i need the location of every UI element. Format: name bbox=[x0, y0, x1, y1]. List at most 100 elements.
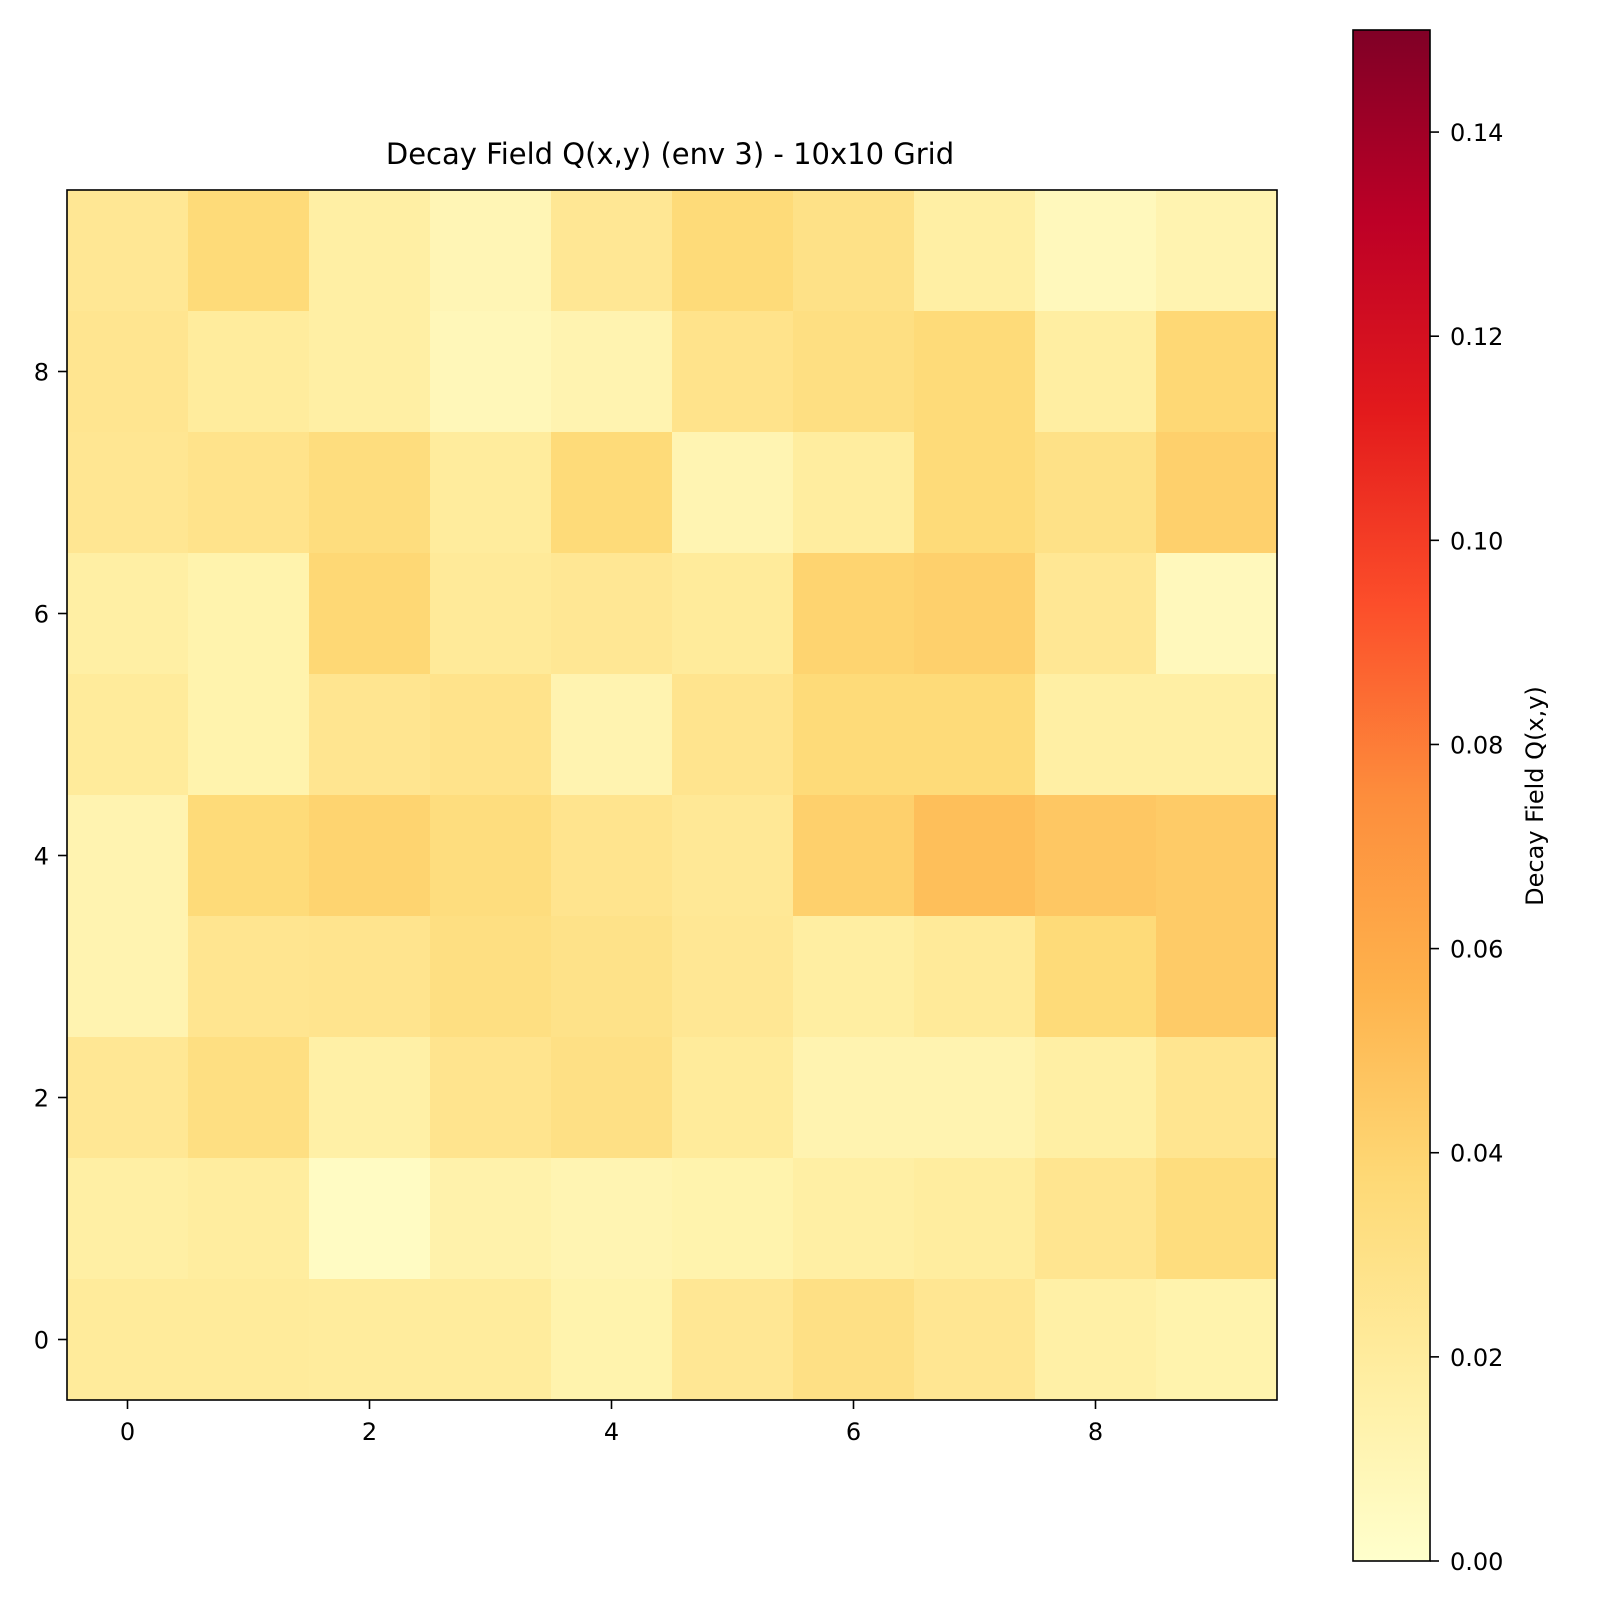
y-tick-label: 6 bbox=[34, 601, 49, 629]
heatmap-cell bbox=[67, 311, 189, 433]
heatmap-cell bbox=[1156, 795, 1278, 917]
heatmap-cell bbox=[1035, 432, 1157, 554]
heatmap-cell bbox=[793, 1037, 915, 1159]
x-tick-label: 4 bbox=[604, 1418, 619, 1446]
heatmap-cell bbox=[914, 432, 1036, 554]
heatmap-cell bbox=[430, 553, 552, 675]
heatmap-cell bbox=[672, 190, 794, 312]
heatmap-cell bbox=[793, 1158, 915, 1280]
heatmap-cell bbox=[1035, 1037, 1157, 1159]
heatmap-cell bbox=[1156, 1279, 1278, 1401]
colorbar-tick-label: 0.10 bbox=[1450, 527, 1503, 555]
heatmap-cell bbox=[914, 916, 1036, 1038]
colorbar-tick-label: 0.00 bbox=[1450, 1548, 1503, 1576]
heatmap-cell bbox=[1035, 795, 1157, 917]
heatmap-cell bbox=[67, 916, 189, 1038]
heatmap-cell bbox=[793, 916, 915, 1038]
heatmap-cell bbox=[793, 795, 915, 917]
heatmap-cell bbox=[1035, 1158, 1157, 1280]
heatmap-cell bbox=[914, 1037, 1036, 1159]
heatmap-cell bbox=[551, 674, 673, 796]
heatmap-cell bbox=[1156, 432, 1278, 554]
heatmap-cell bbox=[188, 1158, 310, 1280]
heatmap-cell bbox=[1156, 1158, 1278, 1280]
heatmap-cell bbox=[67, 795, 189, 917]
colorbar-tick-label: 0.04 bbox=[1450, 1140, 1503, 1168]
heatmap-cell bbox=[551, 916, 673, 1038]
heatmap-cell bbox=[1035, 674, 1157, 796]
y-tick-label: 0 bbox=[34, 1327, 49, 1355]
heatmap-cell bbox=[309, 1158, 431, 1280]
heatmap-cell bbox=[67, 553, 189, 675]
heatmap-cell bbox=[1156, 553, 1278, 675]
heatmap-cell bbox=[1156, 190, 1278, 312]
heatmap-cell bbox=[672, 1158, 794, 1280]
heatmap-cell bbox=[309, 916, 431, 1038]
heatmap-cell bbox=[551, 1037, 673, 1159]
heatmap-cell bbox=[672, 795, 794, 917]
heatmap-cell bbox=[309, 190, 431, 312]
heatmap-cell bbox=[188, 311, 310, 433]
heatmap-cell bbox=[67, 190, 189, 312]
heatmap-cell bbox=[309, 1279, 431, 1401]
heatmap-cell bbox=[551, 190, 673, 312]
x-tick-label: 2 bbox=[362, 1418, 377, 1446]
heatmap-cell bbox=[188, 1037, 310, 1159]
y-axis: 0 2 4 6 8 bbox=[34, 359, 67, 1355]
heatmap-cell bbox=[914, 1279, 1036, 1401]
heatmap-cell bbox=[309, 432, 431, 554]
heatmap-cell bbox=[551, 311, 673, 433]
colorbar-tick-label: 0.02 bbox=[1450, 1344, 1503, 1372]
heatmap-cell bbox=[430, 795, 552, 917]
heatmap-cell bbox=[672, 674, 794, 796]
chart-title: Decay Field Q(x,y) (env 3) - 10x10 Grid bbox=[386, 137, 954, 171]
x-axis: 0 2 4 6 8 bbox=[120, 1400, 1103, 1446]
plot-frame bbox=[66, 189, 1278, 1401]
heatmap-cell bbox=[914, 311, 1036, 433]
heatmap-cell bbox=[430, 190, 552, 312]
colorbar bbox=[1352, 29, 1431, 1562]
heatmap-cell bbox=[188, 674, 310, 796]
colorbar-ticks: 0.00 0.02 0.04 0.06 0.08 0.10 0.12 0.14 bbox=[1430, 119, 1503, 1576]
heatmap-cell bbox=[430, 1037, 552, 1159]
heatmap-cell bbox=[430, 1279, 552, 1401]
heatmap-cell bbox=[672, 553, 794, 675]
heatmap-cell bbox=[188, 795, 310, 917]
heatmap-cell bbox=[188, 432, 310, 554]
heatmap-cell bbox=[551, 1279, 673, 1401]
heatmap-cell bbox=[430, 311, 552, 433]
colorbar-label: Decay Field Q(x,y) bbox=[1521, 686, 1549, 906]
heatmap-cell bbox=[309, 553, 431, 675]
heatmap-cell bbox=[914, 553, 1036, 675]
y-tick-label: 2 bbox=[34, 1085, 49, 1113]
colorbar-tick-label: 0.06 bbox=[1450, 936, 1503, 964]
heatmap-cell bbox=[1035, 916, 1157, 1038]
heatmap-cell bbox=[1035, 190, 1157, 312]
heatmap-cell bbox=[914, 190, 1036, 312]
heatmap-cell bbox=[188, 916, 310, 1038]
heatmap-cell bbox=[67, 674, 189, 796]
heatmap-cell bbox=[430, 674, 552, 796]
heatmap-cell bbox=[793, 190, 915, 312]
heatmap-cell bbox=[67, 1158, 189, 1280]
colorbar-tick-label: 0.08 bbox=[1450, 731, 1503, 759]
x-tick-label: 6 bbox=[846, 1418, 861, 1446]
heatmap-cell bbox=[309, 1037, 431, 1159]
colorbar-tick-label: 0.14 bbox=[1450, 119, 1503, 147]
heatmap-cell bbox=[1035, 553, 1157, 675]
heatmap-cell bbox=[1156, 311, 1278, 433]
heatmap-cell bbox=[914, 795, 1036, 917]
heatmap-cell bbox=[188, 553, 310, 675]
heatmap-cell bbox=[67, 1279, 189, 1401]
heatmap-cell bbox=[1035, 311, 1157, 433]
heatmap-cell bbox=[793, 432, 915, 554]
heatmap-cell bbox=[309, 311, 431, 433]
heatmap-cell bbox=[430, 916, 552, 1038]
heatmap-cell bbox=[914, 1158, 1036, 1280]
heatmap-cell bbox=[551, 553, 673, 675]
heatmap-cell bbox=[430, 432, 552, 554]
heatmap-cell bbox=[309, 795, 431, 917]
colorbar-tick-label: 0.12 bbox=[1450, 323, 1503, 351]
heatmap-cell bbox=[1035, 1279, 1157, 1401]
